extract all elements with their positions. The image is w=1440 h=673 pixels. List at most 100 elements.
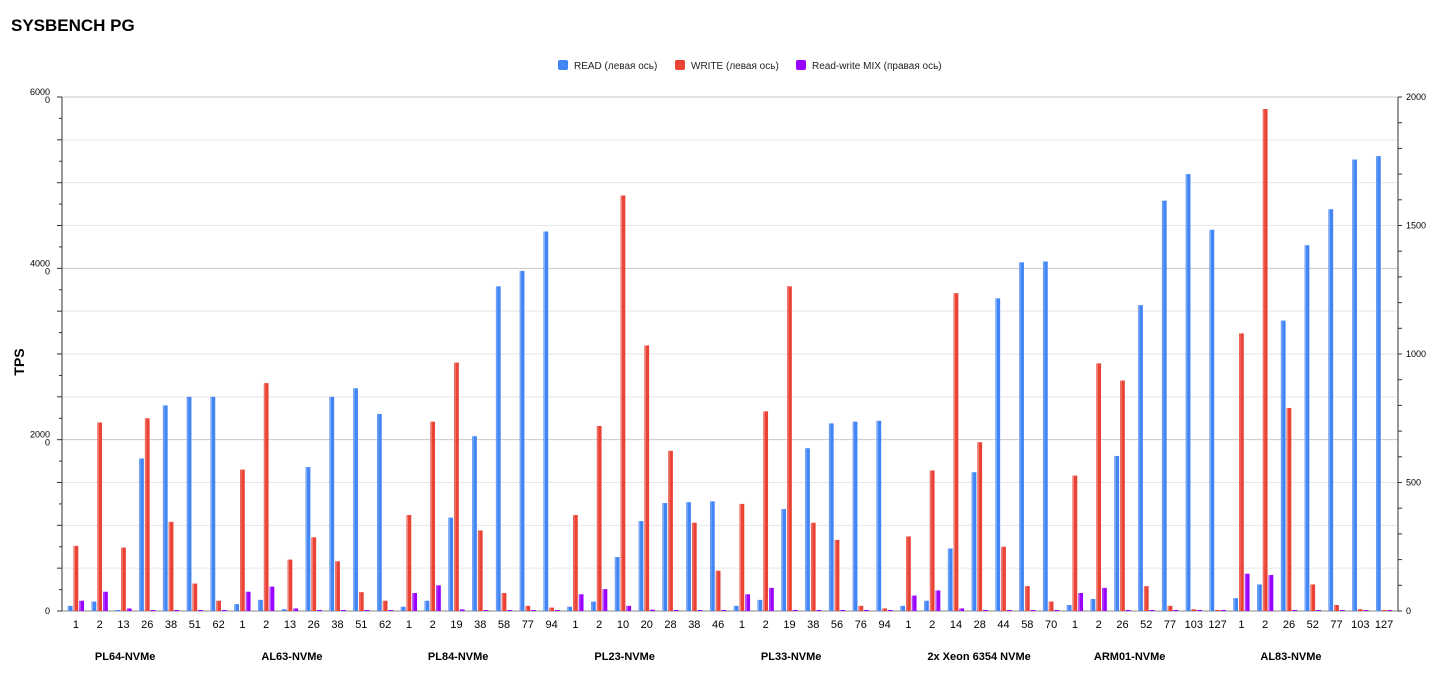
x-tick-label: 2 bbox=[1262, 619, 1268, 631]
write-bar bbox=[168, 521, 174, 611]
x-tick-label: 94 bbox=[545, 619, 557, 631]
mix-bar bbox=[1030, 610, 1036, 611]
write-bar-highlight bbox=[930, 470, 932, 611]
x-tick-label: 2 bbox=[763, 619, 769, 631]
group-label: PL84-NVMe bbox=[428, 651, 489, 663]
read-bar bbox=[186, 396, 192, 611]
read-bar-highlight bbox=[710, 501, 712, 611]
mix-bar-highlight bbox=[293, 608, 295, 611]
read-bar bbox=[376, 413, 382, 611]
read-bar-highlight bbox=[543, 231, 545, 611]
write-bar bbox=[906, 536, 911, 611]
read-bar bbox=[1114, 455, 1120, 611]
mix-bar bbox=[1054, 610, 1060, 611]
left-axis-tick-label: 0 bbox=[45, 266, 50, 276]
write-bar bbox=[240, 469, 245, 611]
read-bar-highlight bbox=[948, 548, 950, 611]
write-bar bbox=[335, 561, 340, 611]
x-tick-label: 28 bbox=[664, 619, 676, 631]
read-bar bbox=[971, 472, 977, 611]
write-bar bbox=[596, 425, 602, 611]
read-bar-highlight bbox=[781, 509, 783, 611]
read-bar-highlight bbox=[1376, 156, 1378, 612]
read-bar bbox=[1375, 156, 1381, 612]
mix-bar bbox=[911, 595, 917, 611]
read-bar bbox=[139, 458, 144, 611]
x-tick-label: 2 bbox=[263, 619, 269, 631]
read-bar bbox=[852, 421, 858, 611]
write-bar bbox=[929, 470, 935, 611]
read-bar bbox=[805, 448, 810, 611]
read-bar bbox=[591, 601, 596, 611]
write-bar-highlight bbox=[264, 383, 266, 611]
write-bar-highlight bbox=[1263, 108, 1265, 611]
mix-bar bbox=[1387, 610, 1393, 611]
right-axis-tick-label: 2000 bbox=[1406, 92, 1426, 102]
write-bar-highlight bbox=[407, 515, 409, 611]
read-bar-highlight bbox=[829, 423, 831, 611]
read-bar bbox=[947, 548, 953, 611]
write-bar-highlight bbox=[763, 411, 765, 611]
read-bar bbox=[1019, 262, 1024, 611]
mix-bar bbox=[79, 600, 85, 611]
write-bar bbox=[1334, 605, 1339, 611]
mix-legend-swatch bbox=[796, 60, 806, 70]
write-bar-highlight bbox=[1073, 475, 1075, 611]
write-bar bbox=[739, 503, 745, 611]
x-tick-label: 94 bbox=[878, 619, 890, 631]
read-bar bbox=[1042, 261, 1048, 611]
x-tick-label: 76 bbox=[855, 619, 867, 631]
read-bar bbox=[733, 605, 739, 611]
read-bar-highlight bbox=[425, 600, 427, 611]
right-axis-tick-label: 1500 bbox=[1406, 221, 1426, 231]
write-bar bbox=[644, 345, 650, 611]
x-tick-label: 46 bbox=[712, 619, 724, 631]
write-bar-highlight bbox=[954, 293, 956, 611]
x-tick-label: 13 bbox=[117, 619, 129, 631]
x-tick-label: 10 bbox=[617, 619, 629, 631]
write-legend-label: WRITE (левая ось) bbox=[691, 61, 779, 72]
write-bar bbox=[263, 383, 269, 611]
mix-bar-highlight bbox=[745, 594, 747, 611]
read-bar-highlight bbox=[1233, 598, 1235, 611]
read-bar bbox=[305, 467, 311, 611]
read-bar bbox=[876, 420, 882, 611]
mix-bar-highlight bbox=[603, 589, 605, 611]
read-bar bbox=[686, 502, 691, 611]
write-bar bbox=[525, 605, 531, 611]
write-bar-highlight bbox=[597, 425, 599, 611]
write-bar bbox=[573, 515, 578, 611]
write-bar bbox=[1120, 380, 1125, 611]
mix-bar-highlight bbox=[626, 605, 628, 611]
write-bar-highlight bbox=[169, 521, 171, 611]
read-bar bbox=[400, 606, 406, 611]
write-bar bbox=[715, 570, 721, 611]
mix-bar bbox=[1102, 587, 1107, 611]
x-tick-label: 26 bbox=[1283, 619, 1295, 631]
mix-bar bbox=[1363, 610, 1369, 611]
read-bar bbox=[828, 423, 834, 611]
mix-bar bbox=[1292, 609, 1298, 611]
x-tick-label: 1 bbox=[572, 619, 578, 631]
group-label: AL63-NVMe bbox=[261, 651, 322, 663]
read-bar bbox=[162, 405, 168, 611]
mix-bar-highlight bbox=[959, 608, 961, 611]
mix-bar bbox=[1173, 610, 1179, 611]
mix-bar bbox=[673, 610, 679, 611]
mix-bar bbox=[436, 585, 441, 611]
write-bar-highlight bbox=[668, 450, 670, 611]
write-bar bbox=[834, 539, 840, 611]
mix-bar bbox=[483, 610, 489, 611]
x-tick-label: 2 bbox=[596, 619, 602, 631]
write-bar bbox=[1357, 609, 1363, 611]
read-bar-highlight bbox=[1019, 262, 1021, 611]
x-tick-label: 44 bbox=[997, 619, 1009, 631]
mix-bar bbox=[412, 593, 418, 611]
legend: READ (левая ось) WRITE (левая ось) Read-wr… bbox=[558, 60, 942, 72]
read-bar-highlight bbox=[853, 421, 855, 611]
mix-bar bbox=[1197, 610, 1202, 611]
write-bar bbox=[1310, 584, 1316, 611]
x-tick-label: 38 bbox=[688, 619, 700, 631]
write-bar bbox=[763, 411, 769, 611]
mix-bar-highlight bbox=[1269, 575, 1271, 611]
